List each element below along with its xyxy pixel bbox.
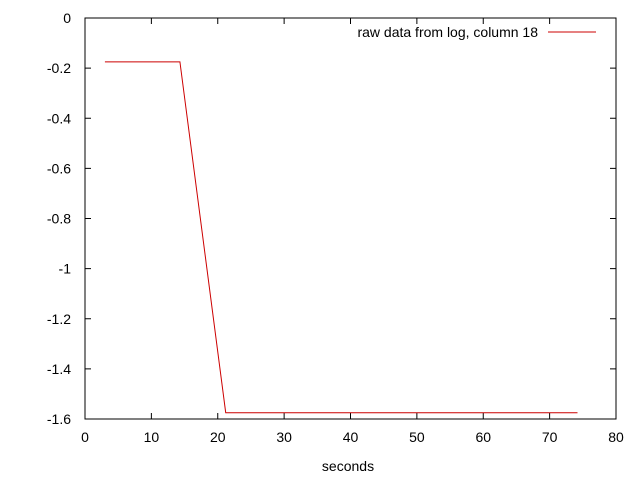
y-tick-label: -1.4 [47, 361, 71, 377]
y-tick-label: -0.6 [47, 160, 71, 176]
x-tick-label: 30 [276, 429, 292, 445]
x-axis-label: seconds [322, 458, 374, 474]
x-tick-label: 20 [210, 429, 226, 445]
y-tick-label: -0.4 [47, 110, 71, 126]
x-tick-label: 0 [81, 429, 89, 445]
series-line [104, 61, 578, 414]
y-tick-label: -0.8 [47, 211, 71, 227]
y-tick-label: -1.6 [47, 411, 71, 427]
x-tick-label: 70 [542, 429, 558, 445]
series-layer [104, 61, 578, 414]
x-tick-label: 10 [144, 429, 160, 445]
x-tick-label: 50 [409, 429, 425, 445]
plot-frame [84, 17, 617, 420]
y-tick-label: -0.2 [47, 60, 71, 76]
x-tick-label: 40 [343, 429, 359, 445]
y-tick-label: 0 [63, 10, 71, 26]
x-tick-label: 60 [475, 429, 491, 445]
legend: raw data from log, column 18 [357, 24, 596, 40]
x-tick-label: 80 [608, 429, 624, 445]
legend-label: raw data from log, column 18 [357, 24, 538, 40]
y-tick-label: -1.2 [47, 311, 71, 327]
y-tick-label: -1 [59, 261, 72, 277]
axis-ticks: 0 10 20 30 40 50 60 70 80 0 -0.2 -0.4 -0.6 -0.8 -1 -1.2… [47, 10, 624, 445]
